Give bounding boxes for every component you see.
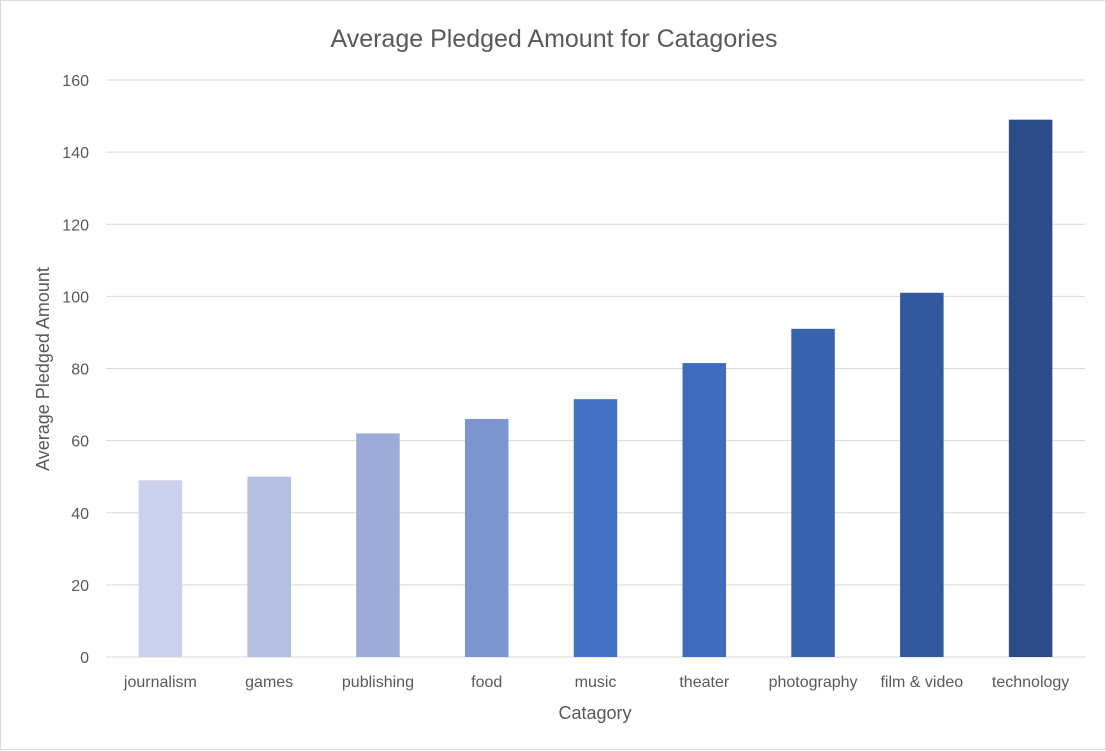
x-axis-label: Catagory: [558, 703, 631, 723]
x-tick-label: food: [471, 674, 502, 691]
y-tick-label: 60: [71, 434, 89, 451]
x-tick-label: journalism: [123, 674, 197, 691]
x-tick-label: music: [575, 674, 617, 691]
bar-technology: [1008, 119, 1053, 657]
y-tick-label: 80: [71, 362, 89, 379]
bar-photography: [791, 328, 835, 657]
bars: [138, 119, 1053, 657]
y-tick-label: 100: [62, 289, 89, 306]
chart-title: Average Pledged Amount for Catagories: [330, 25, 777, 53]
bar-journalism: [138, 480, 183, 657]
y-axis-label: Average Pledged Amount: [33, 267, 53, 471]
x-tick-label: film & video: [880, 674, 963, 691]
bar-publishing: [356, 433, 400, 657]
y-tick-label: 160: [62, 73, 89, 90]
y-tick-label: 0: [80, 650, 89, 667]
y-tick-label: 120: [62, 217, 89, 234]
y-tick-label: 20: [71, 578, 89, 595]
y-tick-label: 40: [71, 506, 89, 523]
x-tick-label: photography: [769, 674, 858, 691]
y-tick-label: 140: [62, 145, 89, 162]
bar-theater: [682, 363, 727, 657]
bar-food: [464, 418, 509, 657]
bar-music: [573, 399, 618, 657]
x-tick-label: theater: [679, 674, 729, 691]
bar-film-video: [900, 292, 944, 657]
x-tick-label: games: [245, 674, 293, 691]
x-tick-label: publishing: [342, 674, 414, 691]
bar-games: [247, 476, 291, 657]
x-axis-ticks: journalism games publishing food music theate…: [123, 674, 1069, 691]
y-axis-ticks: 0 20 40 60 80 100 120 140 160: [62, 73, 89, 667]
x-tick-label: technology: [992, 674, 1069, 691]
